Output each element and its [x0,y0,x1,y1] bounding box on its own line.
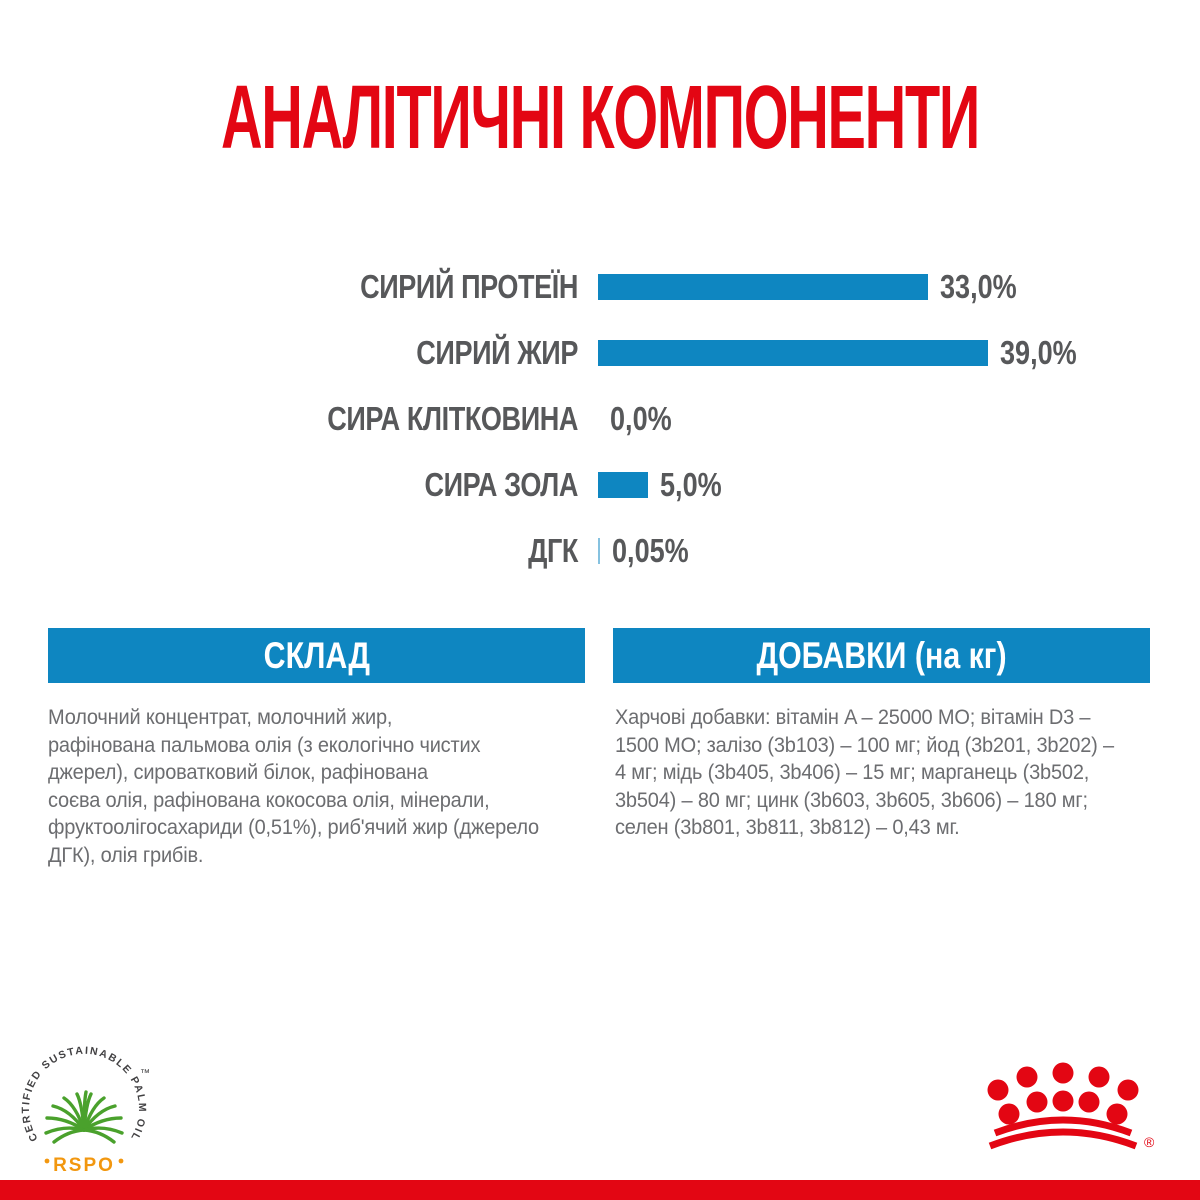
chart-bar [598,340,988,366]
additives-line: 1500 МО; залізо (3b103) – 100 мг; йод (3… [615,732,1114,757]
chart-bar [598,538,600,564]
chart-row-value: 0,05% [612,532,689,569]
chart-row: СИРА ЗОЛА 5,0% [0,452,1200,518]
additives-line: селен (3b801, 3b811, 3b812) – 0,43 мг. [615,815,960,839]
chart-row: СИРИЙ ЖИР 39,0% [0,320,1200,386]
royal-canin-crown-icon: ® [987,1062,1155,1150]
chart-bar-fill [598,538,600,564]
additives-header: ДОБАВКИ (на кг) [613,628,1150,683]
composition-text: Молочний концентрат, молочний жир, рафін… [48,704,608,869]
chart-row-value: 0,0% [610,400,672,437]
chart-row-value: 5,0% [660,466,722,503]
additives-text: Харчові добавки: вітамін A – 25000 МО; в… [615,704,1175,842]
additives-line: 4 мг; мідь (3b405, 3b406) – 15 мг; марга… [615,760,1090,784]
composition-header: СКЛАД [48,628,585,683]
rspo-left-dot [44,1158,50,1164]
composition-line: Молочний концентрат, молочний жир, [48,705,393,729]
chart-bar [598,274,928,300]
chart-row-label: СИРА КЛІТКОВИНА [327,400,578,437]
chart-bar [598,472,648,498]
additives-line: Харчові добавки: вітамін A – 25000 МО; в… [615,705,1091,729]
additives-header-label: ДОБАВКИ (на кг) [756,634,1007,676]
rspo-label: RSPO [53,1155,115,1176]
composition-line: соєва олія, рафінована кокосова олія, мі… [48,787,490,812]
analytical-components-chart: СИРИЙ ПРОТЕЇН 33,0% СИРИЙ ЖИР 39,0% СИРА… [0,254,1200,584]
additives-line: 3b504) – 80 мг; цинк (3b603, 3b605, 3b60… [615,787,1088,812]
composition-line: ДГК), олія грибів. [48,842,204,867]
chart-bar-fill [598,274,928,300]
composition-line: фруктоолігосахариди (0,51%), риб'ячий жи… [48,815,539,839]
chart-bar-fill [598,340,988,366]
chart-row: СИРА КЛІТКОВИНА 0,0% [0,386,1200,452]
trademark-symbol: ™ [140,1068,150,1079]
composition-header-label: СКЛАД [263,634,370,676]
composition-line: джерел), сироватковий білок, рафінована [48,760,428,784]
composition-line: рафінована пальмова олія (з екологічно ч… [48,732,481,757]
chart-row-label: СИРИЙ ПРОТЕЇН [360,268,578,305]
bottom-red-strip [0,1180,1200,1200]
chart-bar-fill [598,472,648,498]
chart-row-value: 39,0% [1000,334,1077,371]
page-title: АНАЛІТИЧНІ КОМПОНЕНТИ [220,68,980,168]
chart-row: СИРИЙ ПРОТЕЇН 33,0% [0,254,1200,320]
chart-row-label: СИРИЙ ЖИР [416,334,578,371]
rspo-certified-palm-oil-icon: CERTIFIED SUSTAINABLE PALM OIL ™ RSPO [20,1045,150,1176]
palm-tree-icon [44,1090,124,1144]
chart-row-label: ДГК [528,532,578,569]
chart-row-label: СИРА ЗОЛА [424,466,578,503]
chart-row: ДГК 0,05% [0,518,1200,584]
chart-row-value: 33,0% [940,268,1017,305]
rspo-right-dot [118,1158,124,1164]
registered-symbol: ® [1144,1134,1155,1150]
